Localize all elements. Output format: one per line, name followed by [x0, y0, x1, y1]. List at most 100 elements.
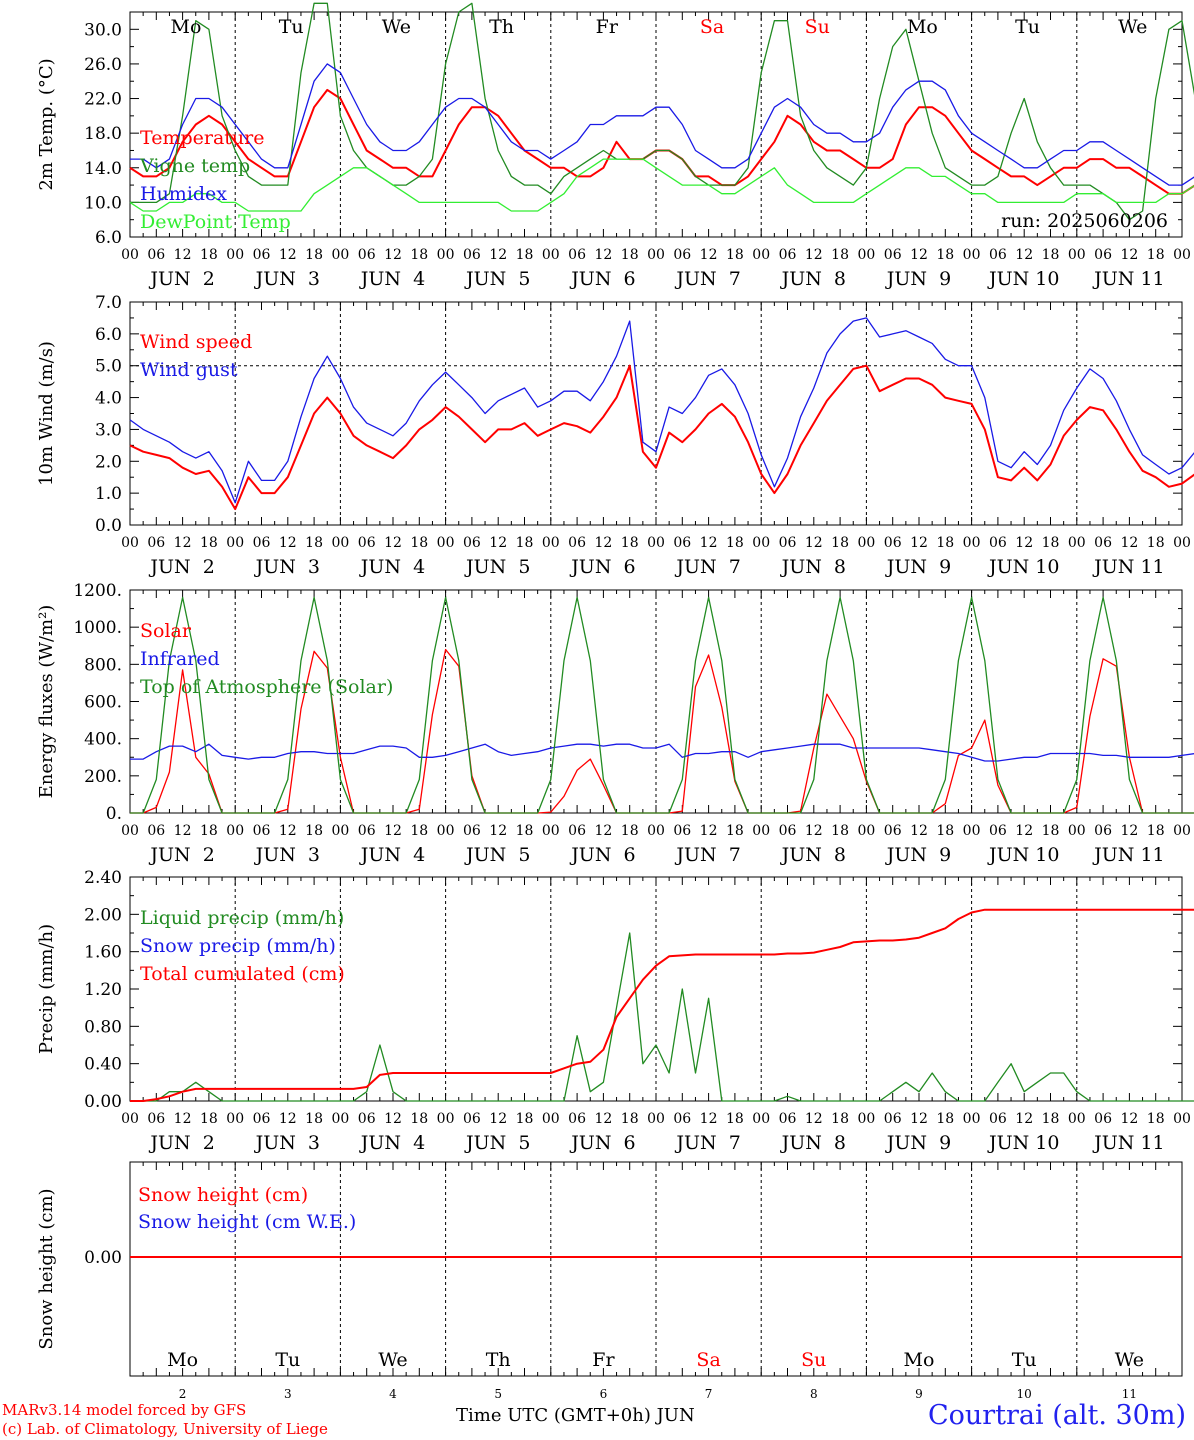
hour-tick-label: 00	[121, 247, 139, 263]
hour-tick-label: 00	[331, 535, 349, 551]
y-tick-label: 0.	[106, 804, 122, 824]
hour-tick-label: 12	[1120, 1111, 1138, 1127]
hour-tick-label: 06	[989, 247, 1007, 263]
date-label: JUN 4	[359, 556, 425, 578]
y-tick-label: 26.0	[84, 55, 122, 75]
hour-tick-label: 18	[831, 535, 849, 551]
hour-tick-label: 18	[726, 823, 744, 839]
hour-tick-label: 12	[174, 247, 192, 263]
date-label: JUN 11	[1092, 1132, 1164, 1154]
hour-tick-label: 18	[516, 1111, 534, 1127]
hour-tick-label: 00	[963, 823, 981, 839]
date-label: JUN 11	[1092, 556, 1164, 578]
date-label: JUN 6	[569, 556, 635, 578]
hour-tick-label: 06	[568, 535, 586, 551]
y-axis-label: Precip (mm/h)	[36, 924, 57, 1054]
hour-tick-label: 06	[673, 823, 691, 839]
hour-tick-label: 18	[936, 1111, 954, 1127]
y-tick-label: 1000.	[73, 618, 122, 638]
legend-entry: Infrared	[140, 648, 220, 670]
weekday-label: Sa	[696, 1349, 720, 1371]
day-number-label: 5	[494, 1387, 502, 1401]
legend-entry: Wind gust	[140, 359, 238, 381]
hour-tick-label: 00	[1068, 247, 1086, 263]
y-tick-label: 600.	[84, 693, 122, 713]
date-label: JUN 11	[1092, 844, 1164, 866]
plot-frame	[129, 11, 1183, 238]
hour-tick-label: 12	[594, 535, 612, 551]
series-line-total-cumulated-cm-	[130, 908, 1194, 1102]
legend-entry: Total cumulated (cm)	[140, 963, 345, 985]
hour-tick-label: 06	[358, 535, 376, 551]
weekday-label: We	[1118, 16, 1147, 38]
y-tick-label: 6.0	[95, 325, 122, 345]
hour-tick-label: 18	[1042, 247, 1060, 263]
weekday-label: Mo	[171, 16, 202, 38]
hour-tick-label: 00	[226, 535, 244, 551]
hour-tick-label: 18	[936, 535, 954, 551]
day-number-label: 6	[600, 1387, 608, 1401]
y-tick-label: 1.60	[84, 943, 122, 963]
hour-tick-label: 00	[1173, 535, 1191, 551]
hour-tick-label: 06	[673, 1111, 691, 1127]
day-number-label: 4	[389, 1387, 397, 1401]
weekday-label: Tu	[275, 1349, 300, 1371]
legend-entry: Snow precip (mm/h)	[140, 935, 336, 957]
hour-tick-label: 12	[1015, 247, 1033, 263]
hour-tick-label: 18	[726, 1111, 744, 1127]
hour-tick-label: 18	[516, 823, 534, 839]
y-tick-label: 800.	[84, 655, 122, 675]
date-label: JUN 9	[885, 268, 951, 290]
legend-entry: Vigne temp	[139, 155, 250, 177]
hour-tick-label: 00	[752, 1111, 770, 1127]
date-label: JUN 4	[359, 844, 425, 866]
hour-tick-label: 06	[1094, 535, 1112, 551]
y-tick-label: 7.0	[95, 293, 122, 313]
day-number-label: 9	[915, 1387, 923, 1401]
hour-tick-label: 12	[805, 823, 823, 839]
series-line-dewpoint-temp	[129, 158, 1194, 212]
hour-tick-label: 06	[884, 1111, 902, 1127]
date-label: JUN 8	[780, 844, 846, 866]
hour-tick-label: 18	[1147, 535, 1165, 551]
hour-tick-label: 18	[621, 823, 639, 839]
hour-tick-label: 12	[700, 247, 718, 263]
weekday-label: We	[1115, 1349, 1144, 1371]
hour-tick-label: 18	[410, 1111, 428, 1127]
date-label: JUN 2	[148, 556, 214, 578]
hour-tick-label: 00	[1173, 247, 1191, 263]
panel-4	[129, 876, 1194, 1102]
date-label: JUN 8	[780, 268, 846, 290]
hour-tick-label: 18	[726, 535, 744, 551]
hour-tick-label: 00	[857, 1111, 875, 1127]
day-number-label: 7	[705, 1387, 713, 1401]
legend-entry: Wind speed	[140, 331, 252, 353]
hour-tick-label: 18	[621, 1111, 639, 1127]
hour-tick-label: 12	[1120, 247, 1138, 263]
hour-tick-label: 06	[253, 247, 271, 263]
weekday-label: Th	[489, 16, 514, 38]
hour-tick-label: 12	[279, 1111, 297, 1127]
hour-tick-label: 00	[647, 823, 665, 839]
hour-tick-label: 00	[331, 1111, 349, 1127]
date-label: JUN 10	[987, 844, 1059, 866]
hour-tick-label: 12	[1015, 823, 1033, 839]
hour-tick-label: 12	[910, 1111, 928, 1127]
hour-tick-label: 06	[568, 247, 586, 263]
hour-tick-label: 06	[1094, 247, 1112, 263]
y-tick-label: 0.80	[84, 1017, 122, 1037]
hour-tick-label: 00	[331, 247, 349, 263]
weekday-label: Tu	[279, 16, 304, 38]
y-axis-label: 2m Temp. (°C)	[36, 58, 57, 190]
date-label: JUN 7	[674, 1132, 740, 1154]
date-label: JUN 4	[359, 268, 425, 290]
hour-tick-label: 06	[358, 247, 376, 263]
hour-tick-label: 06	[568, 823, 586, 839]
hour-tick-label: 12	[805, 247, 823, 263]
hour-tick-label: 06	[989, 1111, 1007, 1127]
hour-tick-label: 06	[779, 823, 797, 839]
hour-tick-label: 00	[542, 247, 560, 263]
date-label: JUN 10	[987, 268, 1059, 290]
y-tick-label: 0.00	[84, 1248, 122, 1268]
hour-tick-label: 12	[384, 823, 402, 839]
